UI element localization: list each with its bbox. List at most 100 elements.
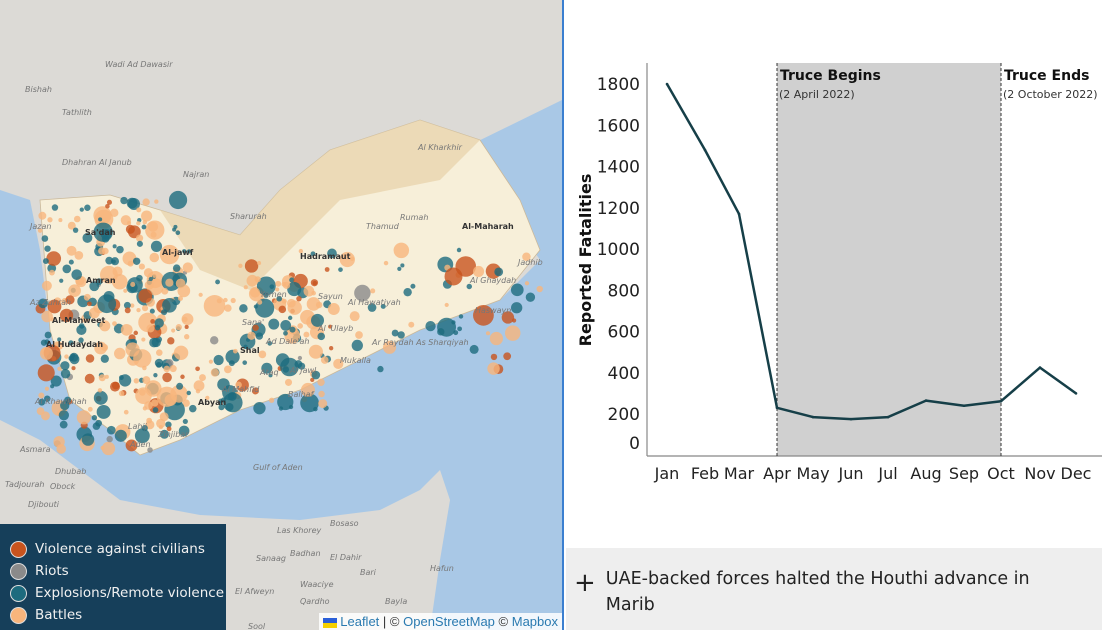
event-marker[interactable] [501, 311, 515, 324]
event-marker[interactable] [525, 292, 536, 302]
event-marker[interactable] [178, 425, 190, 437]
event-marker[interactable] [524, 281, 530, 286]
event-marker[interactable] [56, 444, 66, 454]
event-marker[interactable] [147, 447, 153, 453]
event-marker[interactable] [98, 217, 103, 222]
event-marker[interactable] [150, 319, 156, 324]
event-marker[interactable] [313, 406, 318, 412]
event-marker[interactable] [176, 382, 184, 390]
event-marker[interactable] [238, 263, 243, 268]
event-marker[interactable] [257, 261, 262, 266]
event-marker[interactable] [269, 397, 275, 403]
event-marker[interactable] [151, 399, 159, 407]
event-marker[interactable] [68, 284, 81, 297]
event-marker[interactable] [217, 378, 230, 391]
event-marker[interactable] [95, 419, 103, 427]
event-marker[interactable] [105, 204, 110, 209]
event-marker[interactable] [177, 295, 183, 301]
event-marker[interactable] [95, 278, 103, 285]
event-marker[interactable] [297, 355, 303, 361]
event-marker[interactable] [258, 350, 267, 359]
event-marker[interactable] [163, 365, 171, 373]
event-marker[interactable] [68, 340, 74, 346]
event-marker[interactable] [76, 410, 91, 425]
event-marker[interactable] [110, 208, 119, 218]
event-marker[interactable] [199, 374, 206, 382]
event-marker[interactable] [276, 295, 283, 302]
accordion-item[interactable]: + UAE-backed forces halted the Houthi ad… [566, 548, 1102, 630]
event-marker[interactable] [198, 292, 203, 297]
event-marker[interactable] [380, 303, 386, 309]
event-marker[interactable] [247, 331, 256, 340]
event-marker[interactable] [510, 302, 523, 314]
event-marker[interactable] [349, 256, 355, 261]
event-marker[interactable] [123, 288, 128, 293]
conflict-map[interactable]: Al-jawf Hadramaut Al-Maharah Amran Al-Mahwee… [0, 0, 562, 630]
event-marker[interactable] [40, 339, 48, 346]
event-marker[interactable] [242, 360, 248, 365]
event-marker[interactable] [125, 342, 140, 357]
event-marker[interactable] [289, 277, 295, 283]
event-marker[interactable] [510, 283, 524, 297]
event-marker[interactable] [135, 387, 152, 404]
event-marker[interactable] [159, 412, 169, 422]
event-marker[interactable] [473, 304, 494, 326]
event-marker[interactable] [466, 283, 472, 290]
event-marker[interactable] [38, 298, 48, 309]
event-marker[interactable] [124, 307, 131, 314]
event-marker[interactable] [216, 298, 222, 304]
event-marker[interactable] [327, 303, 340, 315]
event-marker[interactable] [96, 404, 111, 419]
event-marker[interactable] [141, 425, 148, 432]
event-marker[interactable] [195, 366, 200, 372]
event-marker[interactable] [129, 303, 135, 308]
event-marker[interactable] [298, 248, 304, 254]
event-marker[interactable] [451, 320, 456, 325]
event-marker[interactable] [168, 190, 188, 210]
event-marker[interactable] [44, 395, 51, 402]
event-marker[interactable] [437, 328, 445, 336]
event-marker[interactable] [83, 293, 91, 301]
event-marker[interactable] [136, 207, 142, 213]
event-marker[interactable] [136, 240, 143, 247]
event-marker[interactable] [84, 204, 91, 211]
event-marker[interactable] [67, 221, 76, 230]
event-marker[interactable] [181, 313, 194, 326]
event-marker[interactable] [123, 409, 129, 415]
event-marker[interactable] [275, 280, 282, 287]
event-marker[interactable] [253, 304, 258, 309]
event-marker[interactable] [41, 310, 53, 323]
event-marker[interactable] [100, 445, 105, 450]
event-marker[interactable] [93, 390, 108, 405]
event-marker[interactable] [317, 332, 326, 341]
event-marker[interactable] [397, 266, 402, 271]
event-marker[interactable] [38, 211, 47, 220]
event-marker[interactable] [116, 245, 124, 254]
event-marker[interactable] [288, 315, 293, 321]
event-marker[interactable] [149, 252, 160, 263]
event-marker[interactable] [57, 337, 62, 342]
event-marker[interactable] [182, 249, 187, 254]
event-marker[interactable] [153, 373, 158, 378]
event-marker[interactable] [218, 404, 225, 411]
event-marker[interactable] [144, 280, 154, 290]
event-marker[interactable] [44, 331, 52, 339]
event-marker[interactable] [111, 273, 128, 290]
event-marker[interactable] [505, 325, 521, 341]
event-marker[interactable] [275, 287, 280, 292]
event-marker[interactable] [39, 346, 53, 360]
event-marker[interactable] [382, 340, 397, 354]
event-marker[interactable] [88, 307, 100, 319]
event-marker[interactable] [58, 410, 69, 421]
event-marker[interactable] [186, 249, 192, 254]
event-marker[interactable] [101, 344, 109, 352]
event-marker[interactable] [125, 224, 135, 234]
event-marker[interactable] [97, 294, 117, 314]
event-marker[interactable] [489, 331, 504, 346]
event-marker[interactable] [310, 377, 315, 383]
event-marker[interactable] [59, 420, 68, 429]
event-marker[interactable] [47, 217, 53, 223]
event-marker[interactable] [244, 259, 259, 273]
event-marker[interactable] [320, 356, 329, 364]
event-marker[interactable] [284, 378, 293, 386]
